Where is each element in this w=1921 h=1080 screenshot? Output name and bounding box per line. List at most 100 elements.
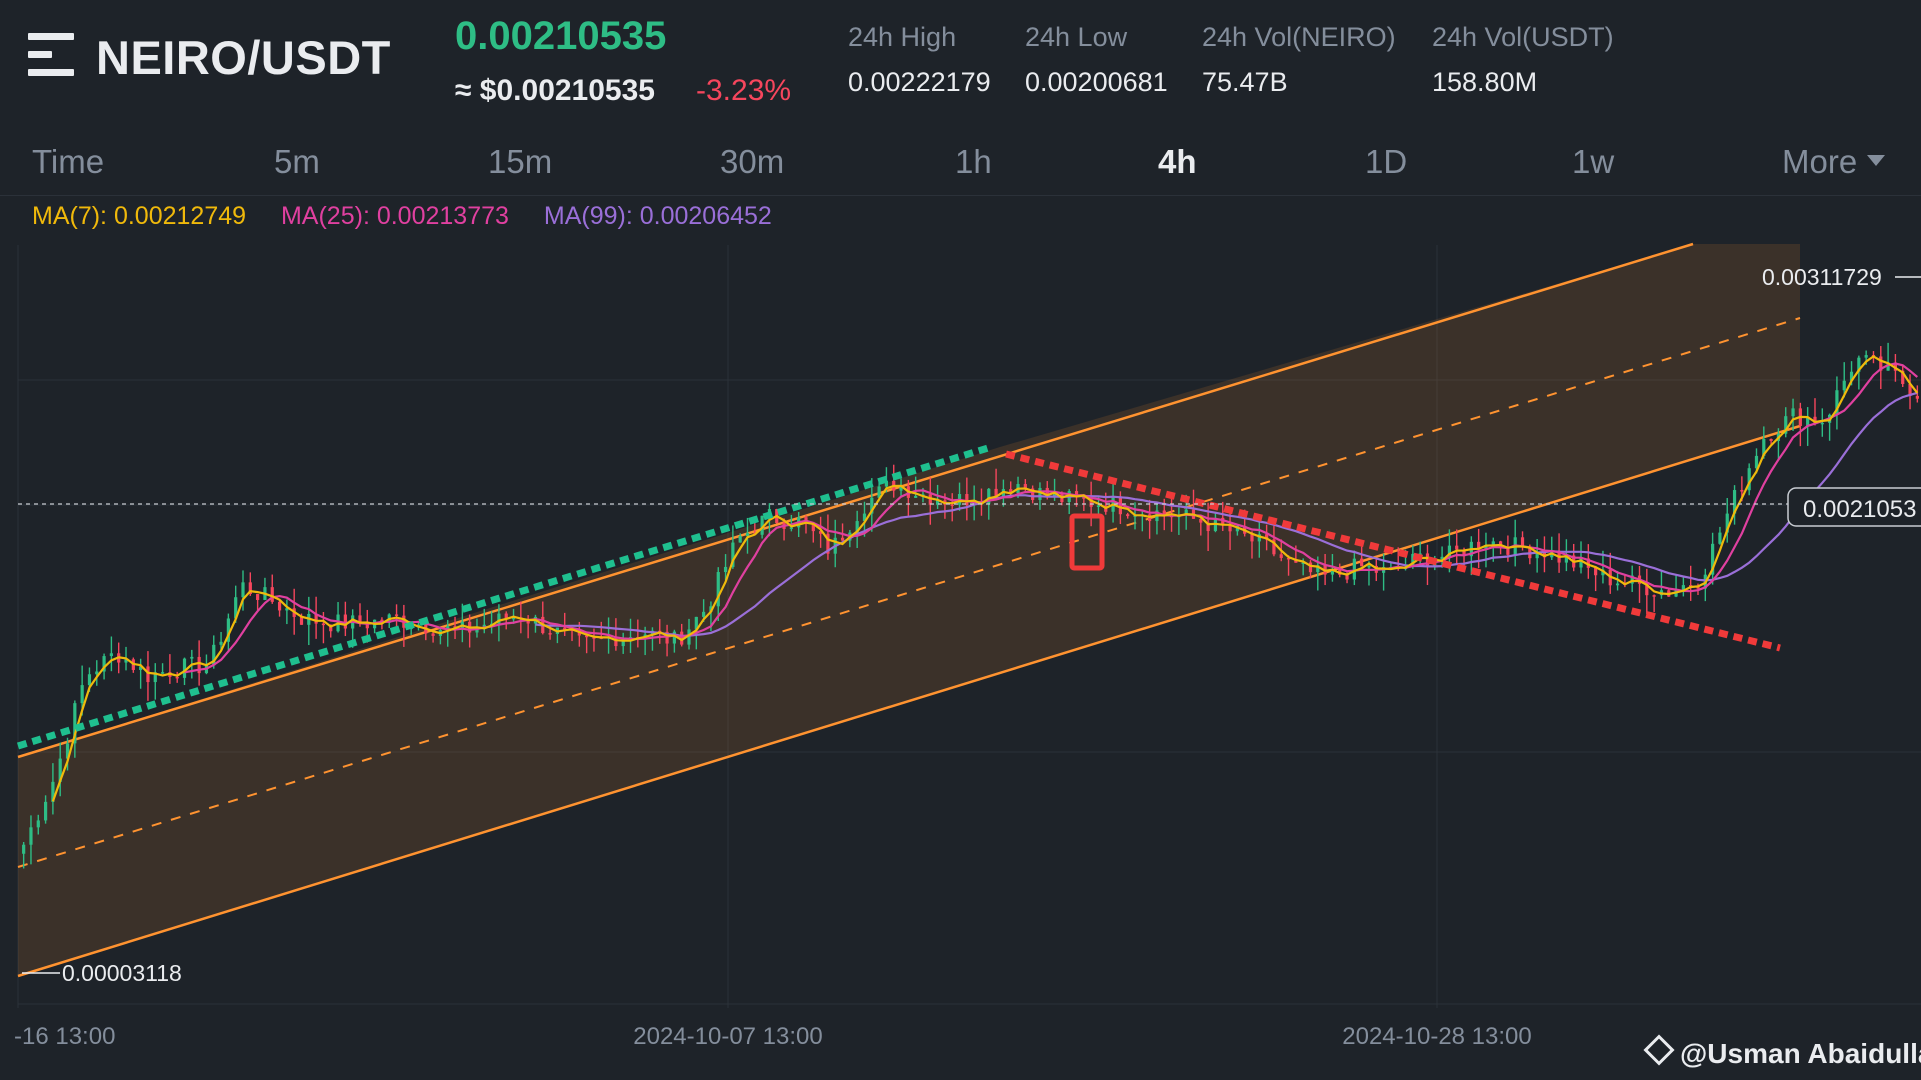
candle-body xyxy=(1820,422,1824,425)
candle-body xyxy=(139,666,143,670)
tab-30m[interactable]: 30m xyxy=(720,143,785,180)
candle-body xyxy=(1330,569,1335,575)
menu-icon[interactable] xyxy=(28,33,74,77)
candle-body xyxy=(36,820,40,828)
stat-value: 0.00200681 xyxy=(1025,67,1168,97)
candle-body xyxy=(745,533,750,537)
candle-body xyxy=(1301,562,1305,565)
candle-body xyxy=(819,531,823,534)
diamond-logo-icon xyxy=(1643,1034,1675,1066)
candle-body xyxy=(1082,496,1086,499)
trading-pair[interactable]: NEIRO/USDT xyxy=(96,31,391,84)
candle-body xyxy=(241,582,245,598)
support-trendline xyxy=(16,444,990,750)
divider xyxy=(0,195,1921,196)
candle-body xyxy=(43,801,48,821)
tab-time[interactable]: Time xyxy=(32,143,105,180)
tab-1h[interactable]: 1h xyxy=(955,143,992,180)
candle-body xyxy=(1184,509,1188,516)
candle-body xyxy=(1250,533,1254,542)
tab-1d[interactable]: 1D xyxy=(1365,143,1408,180)
candle-body xyxy=(1257,534,1261,542)
candle-body xyxy=(1806,416,1810,427)
candle-body xyxy=(1784,416,1788,434)
stat-value: 75.47B xyxy=(1202,67,1288,97)
candle-body xyxy=(928,494,932,505)
high-price-label: 0.00311729 xyxy=(1762,264,1882,290)
candle-body xyxy=(1477,541,1481,549)
candle-body xyxy=(1586,558,1590,568)
candle-body xyxy=(1711,543,1715,575)
candle-body xyxy=(1857,357,1861,372)
tab-15m[interactable]: 15m xyxy=(488,143,553,180)
tab-5m[interactable]: 5m xyxy=(274,143,320,180)
tab-1w[interactable]: 1w xyxy=(1572,143,1615,180)
candle-body xyxy=(109,653,113,657)
channel-upper-line xyxy=(17,242,1694,759)
candle-body xyxy=(1052,492,1057,498)
ma99-line xyxy=(535,391,1918,638)
candle-body xyxy=(1754,455,1759,469)
candle-body xyxy=(1681,585,1685,591)
candle-body xyxy=(1762,439,1766,456)
candle-body xyxy=(1901,370,1905,384)
candle-body xyxy=(95,671,99,675)
candle-body xyxy=(1630,575,1634,584)
candle-body xyxy=(548,633,552,635)
candle-body xyxy=(526,619,530,624)
candle-body xyxy=(1279,554,1283,558)
candle-body xyxy=(877,486,881,498)
price-chart[interactable]: 0.0021053 0.00311729 0.00003118 -16 13:00 20… xyxy=(0,196,1921,1080)
candle-body xyxy=(182,658,187,678)
candle-body xyxy=(1594,567,1598,576)
candle-body xyxy=(855,521,859,533)
candle-body xyxy=(256,594,260,600)
highlight-box xyxy=(1069,513,1105,571)
candle-body xyxy=(234,597,238,619)
candle-body xyxy=(190,656,194,659)
candle-body xyxy=(826,533,830,554)
candle-body xyxy=(1001,489,1006,498)
candle-body xyxy=(687,629,691,645)
candle-body xyxy=(497,613,501,624)
candle-body xyxy=(431,633,435,636)
candle-body xyxy=(394,614,399,616)
x-axis-tick-label: 2024-10-28 13:00 xyxy=(1342,1023,1532,1050)
candle-body xyxy=(226,618,230,642)
candle-body xyxy=(212,644,216,666)
candle-body xyxy=(219,641,223,645)
candle-body xyxy=(862,513,867,522)
candle-body xyxy=(29,827,33,845)
candle-body xyxy=(694,616,698,630)
candle-body xyxy=(160,672,165,674)
candle-body xyxy=(1813,416,1817,424)
candle-body xyxy=(1462,549,1466,557)
candle-body xyxy=(102,656,106,672)
candle-body xyxy=(1352,558,1356,580)
tab-4h[interactable]: 4h xyxy=(1158,143,1197,180)
caret-down-icon xyxy=(1867,154,1886,166)
candle-body xyxy=(577,630,581,636)
stat-24h-vol-quote: 24h Vol(USDT) 158.80M xyxy=(1432,22,1614,98)
candle-body xyxy=(621,638,625,647)
candle-body xyxy=(175,676,179,679)
candle-body xyxy=(1732,490,1737,514)
candle-body xyxy=(965,494,969,506)
candle-body xyxy=(723,566,728,573)
candle-body xyxy=(1564,555,1568,563)
candle-body xyxy=(1849,371,1854,381)
stat-label: 24h High xyxy=(848,22,957,52)
candle-body xyxy=(702,611,706,617)
current-price-label: 0.0021053 xyxy=(1803,496,1916,523)
candle-body xyxy=(1484,546,1488,549)
candle-body xyxy=(1425,553,1430,567)
candle-body xyxy=(614,637,618,647)
candle-body xyxy=(1579,558,1583,568)
x-axis-tick-label: 2024-10-07 13:00 xyxy=(633,1023,823,1050)
candle-body xyxy=(1842,380,1846,391)
watermark-text: @Usman Abaidullah xyxy=(1680,1038,1921,1069)
stat-24h-low: 24h Low 0.00200681 xyxy=(1025,22,1168,98)
tab-more[interactable]: More xyxy=(1782,143,1886,181)
candle-body xyxy=(1718,532,1722,544)
candle-body xyxy=(592,637,596,639)
